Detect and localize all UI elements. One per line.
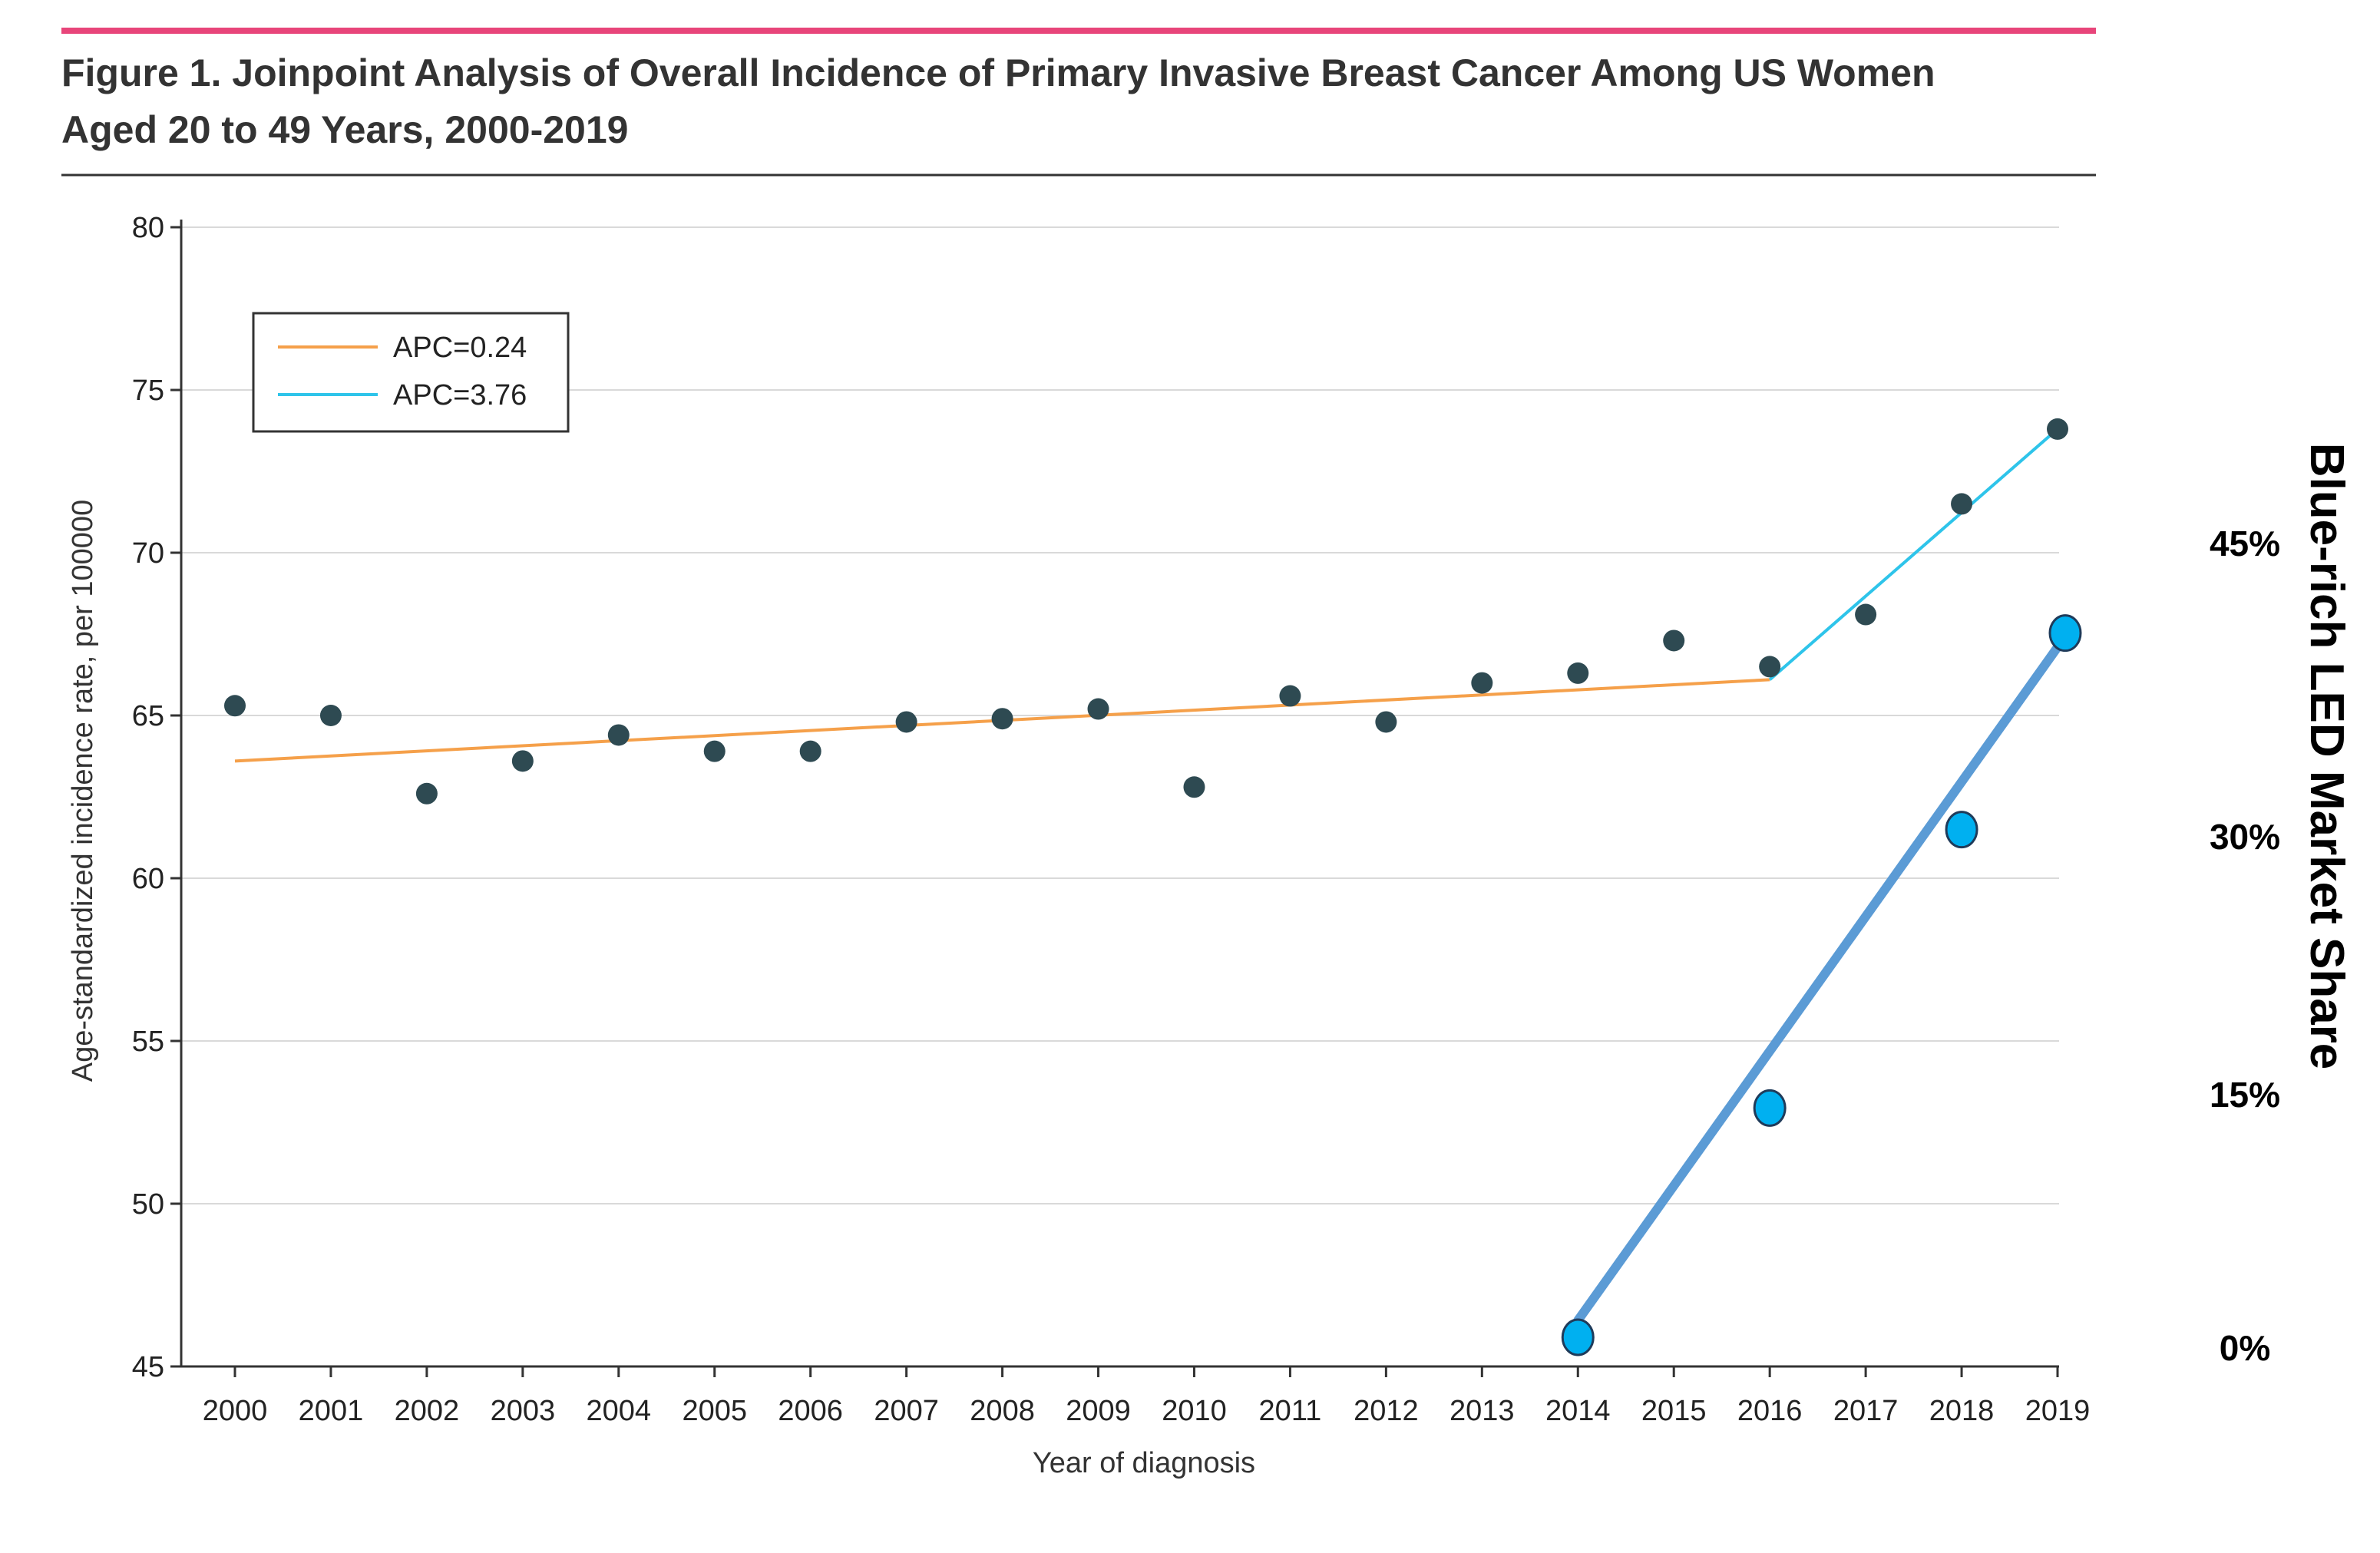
data-point-2018 [1951,493,1973,515]
x-tick-label-2014: 2014 [1545,1395,1611,1427]
led-point-2018 [1945,811,1978,849]
data-points [224,418,2068,805]
right-tick-label-0: 0% [2220,1328,2270,1368]
y-tick-label-55: 55 [132,1026,164,1058]
right-tick-label-15: 15% [2210,1075,2280,1115]
data-point-2019 [2047,418,2068,440]
x-tick-label-2018: 2018 [1929,1395,1995,1427]
x-tick-label-2017: 2017 [1833,1395,1899,1427]
data-point-2016 [1759,656,1781,678]
x-tick-label-2002: 2002 [395,1395,460,1427]
led-trend-line [1573,636,2067,1325]
y-tick-labels: 45 50 55 60 65 70 75 80 [132,212,164,1383]
right-tick-label-30: 30% [2210,817,2280,857]
data-point-2004 [607,724,630,746]
y-axis-label: Age-standardized incidence rate, per 100… [67,500,99,1082]
x-tick-label-2010: 2010 [1162,1395,1227,1427]
axes [170,220,2059,1377]
fit-lines [234,428,2059,763]
data-point-2007 [895,711,917,733]
data-point-2003 [511,750,534,772]
data-point-2010 [1183,776,1205,798]
data-point-2013 [1471,672,1493,694]
x-tick-label-2004: 2004 [587,1395,652,1427]
fit-line-apc-3-76 [1768,428,2059,681]
data-point-2009 [1087,698,1109,720]
led-point-2014 [1561,1318,1595,1356]
y-tick-label-50: 50 [132,1188,164,1221]
y-tick-label-75: 75 [132,375,164,407]
legend-label-apc-3-76: APC=3.76 [393,379,527,411]
led-point-2019 [2048,614,2082,653]
data-point-2002 [415,782,438,805]
y-tick-label-60: 60 [132,863,164,895]
chart-title-line-2: Aged 20 to 49 Years, 2000-2019 [61,108,628,151]
legend: APC=0.24 APC=3.76 [252,312,570,433]
x-tick-label-2001: 2001 [299,1395,364,1427]
x-tick-label-2013: 2013 [1449,1395,1515,1427]
x-tick-label-2006: 2006 [778,1395,843,1427]
data-point-2008 [991,708,1013,730]
data-point-2014 [1567,662,1589,684]
data-point-2015 [1663,629,1685,652]
right-axis-label: Blue-rich LED Market Share [2300,443,2353,1070]
data-point-2006 [799,740,821,762]
data-point-2011 [1279,685,1301,707]
x-tick-label-2005: 2005 [682,1395,747,1427]
led-overlay [1561,614,2082,1356]
x-tick-label-2012: 2012 [1354,1395,1419,1427]
x-axis-label: Year of diagnosis [1033,1447,1255,1479]
right-tick-labels: 0% 15% 30% 45% [2210,524,2280,1368]
led-point-2016 [1753,1089,1787,1127]
x-tick-label-2009: 2009 [1066,1395,1131,1427]
x-tick-label-2000: 2000 [203,1395,268,1427]
x-tick-label-2003: 2003 [491,1395,556,1427]
right-tick-label-45: 45% [2210,524,2280,563]
x-tick-label-2019: 2019 [2025,1395,2091,1427]
chart-title-line-1: Figure 1. Joinpoint Analysis of Overall … [61,51,1935,94]
data-point-2005 [703,740,726,762]
data-point-2000 [224,695,246,717]
data-point-2017 [1855,603,1877,626]
data-point-2012 [1375,711,1397,733]
x-tick-labels: 2000 2001 2002 2003 2004 2005 2006 2007 2008 2009… [203,1395,2091,1427]
x-tick-label-2016: 2016 [1737,1395,1803,1427]
data-point-2001 [319,705,342,726]
x-tick-label-2015: 2015 [1641,1395,1707,1427]
legend-label-apc-0-24: APC=0.24 [393,332,527,364]
legend-box [252,312,570,433]
y-tick-label-80: 80 [132,212,164,244]
y-tick-label-65: 65 [132,700,164,732]
x-tick-label-2011: 2011 [1259,1395,1322,1427]
x-tick-label-2007: 2007 [874,1395,939,1427]
y-tick-label-70: 70 [132,537,164,570]
y-tick-label-45: 45 [132,1351,164,1383]
x-tick-label-2008: 2008 [970,1395,1035,1427]
